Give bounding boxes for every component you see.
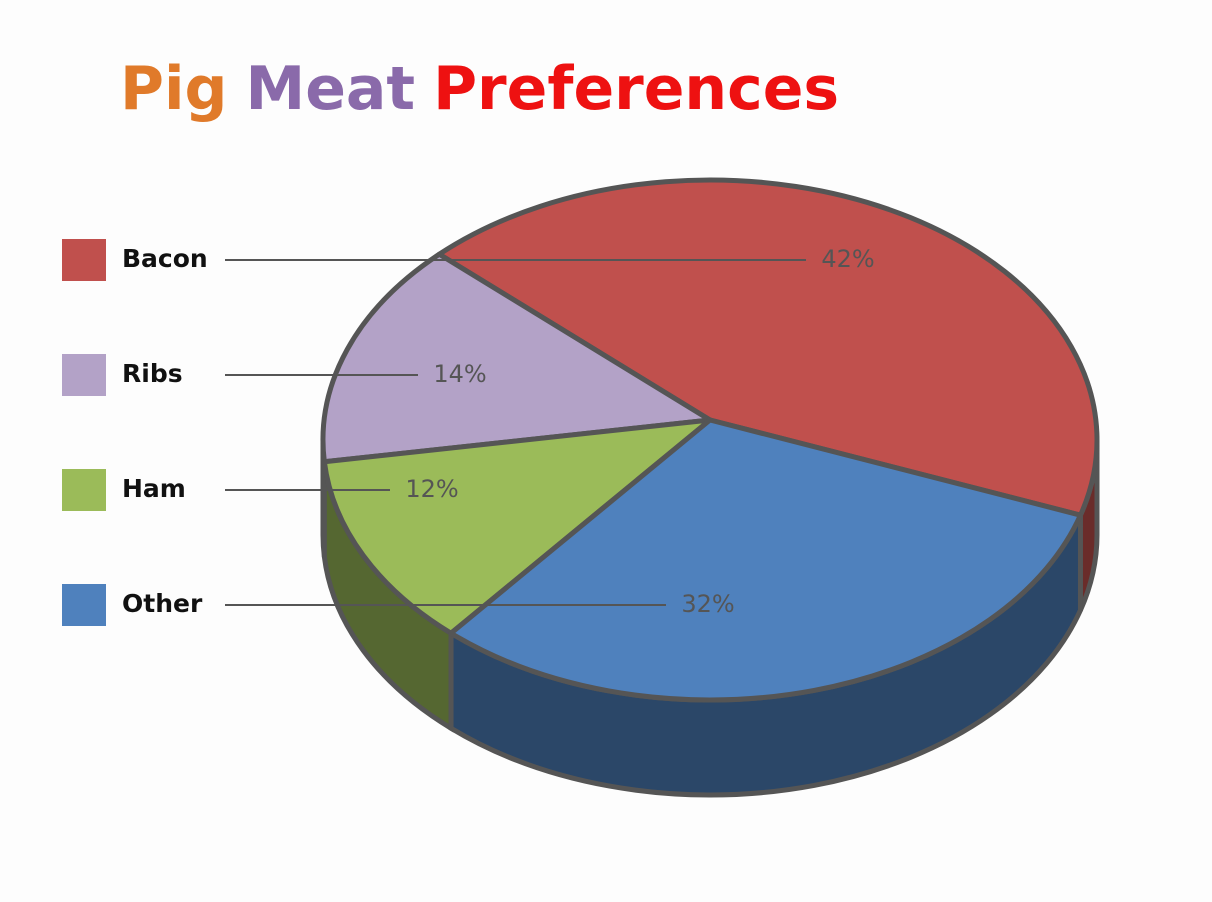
legend-label: Ham (122, 474, 186, 503)
sides (320, 439, 1100, 798)
title-word: Preferences (433, 54, 839, 124)
chart-title: Pig Meat Preferences (120, 54, 839, 124)
legend-swatch (62, 239, 106, 281)
title-word: Meat (246, 54, 416, 124)
slice (448, 417, 1083, 703)
legend-label: Other (122, 589, 203, 618)
slice (320, 251, 713, 465)
title-word: Pig (120, 54, 228, 124)
value-label: 14% (433, 360, 486, 388)
slice (436, 177, 1100, 518)
value-label: 32% (681, 590, 734, 618)
legend-swatch (62, 354, 106, 396)
legend-swatch (62, 469, 106, 511)
value-label: 12% (405, 475, 458, 503)
legend-label: Ribs (122, 359, 183, 388)
tops (320, 177, 1100, 703)
legend-swatch (62, 584, 106, 626)
legend-label: Bacon (122, 244, 208, 273)
value-label: 42% (821, 245, 874, 273)
slice (321, 417, 713, 636)
